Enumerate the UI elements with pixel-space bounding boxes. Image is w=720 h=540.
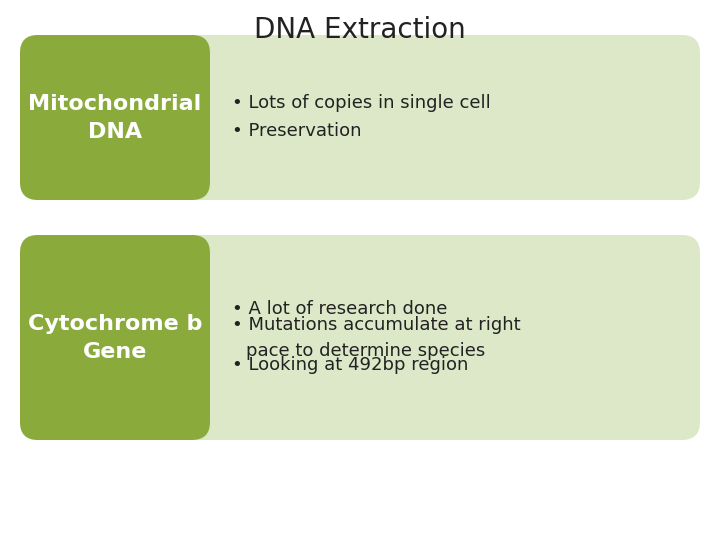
FancyBboxPatch shape	[20, 35, 210, 200]
Text: Cytochrome b
Gene: Cytochrome b Gene	[28, 314, 202, 361]
FancyBboxPatch shape	[20, 35, 700, 200]
Text: • Looking at 492bp region: • Looking at 492bp region	[232, 356, 469, 375]
FancyBboxPatch shape	[20, 235, 700, 440]
Text: • A lot of research done: • A lot of research done	[232, 300, 447, 319]
Text: pace to determine species: pace to determine species	[246, 341, 485, 360]
FancyBboxPatch shape	[20, 235, 210, 440]
Text: DNA Extraction: DNA Extraction	[254, 16, 466, 44]
Text: • Mutations accumulate at right: • Mutations accumulate at right	[232, 315, 521, 334]
Text: • Preservation: • Preservation	[232, 123, 361, 140]
Text: • Lots of copies in single cell: • Lots of copies in single cell	[232, 94, 491, 112]
Text: Mitochondrial
DNA: Mitochondrial DNA	[28, 93, 202, 141]
